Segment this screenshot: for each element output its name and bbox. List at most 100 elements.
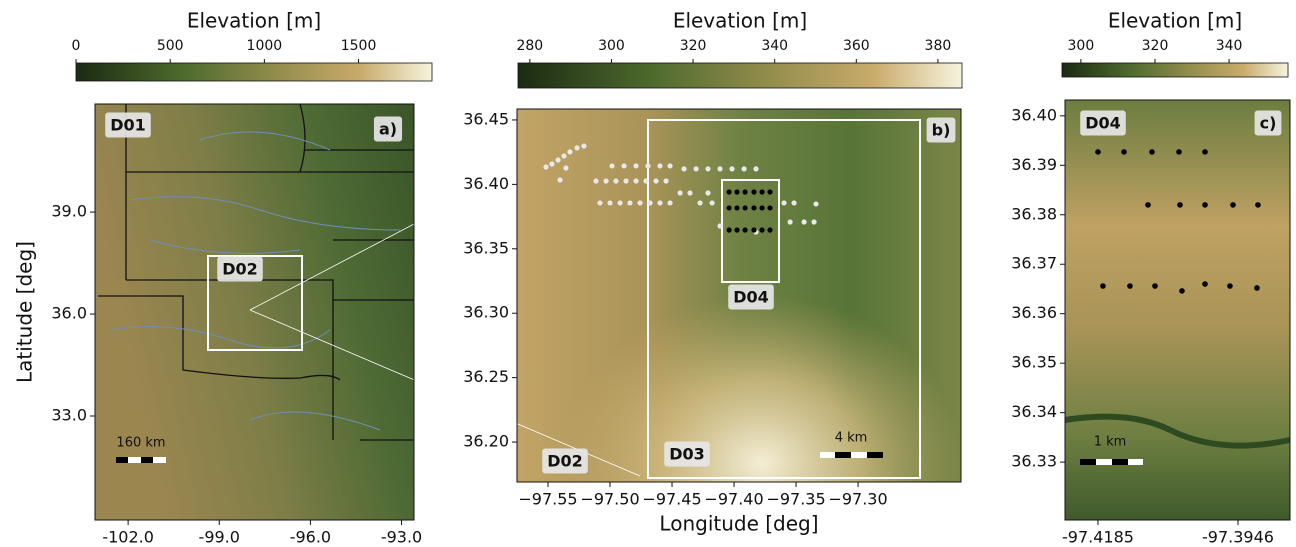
site-point — [633, 178, 638, 183]
x-tick-label: −97.55 — [518, 490, 577, 509]
site-point — [729, 166, 734, 171]
site-point — [549, 161, 554, 166]
site-point — [1176, 149, 1182, 155]
colorbar-tick-label: 300 — [1068, 38, 1095, 54]
site-point — [1227, 283, 1233, 289]
map-label: D02 — [222, 260, 258, 279]
site-point — [687, 190, 692, 195]
site-point — [697, 200, 702, 205]
site-point — [653, 178, 658, 183]
site-point — [705, 166, 710, 171]
terrain-c — [1065, 100, 1290, 520]
x-tick-label: −97.40 — [704, 490, 763, 509]
colorbar-title: Elevation [m] — [187, 9, 321, 33]
site-point — [1202, 281, 1208, 287]
x-tick-label: −97.30 — [828, 490, 887, 509]
site-point — [726, 189, 731, 194]
site-point — [677, 190, 682, 195]
site-point — [717, 166, 722, 171]
map-label: D04 — [1085, 114, 1121, 133]
site-point — [705, 190, 710, 195]
site-point — [767, 227, 772, 232]
x-tick-label: -93.0 — [381, 528, 422, 547]
site-point — [781, 200, 786, 205]
site-point — [574, 145, 579, 150]
colorbar-tick-label: 380 — [925, 38, 952, 54]
site-point — [1202, 149, 1208, 155]
y-axis-label: Latitude [deg] — [13, 241, 37, 383]
colorbar-tick-label: 320 — [680, 38, 707, 54]
site-point — [759, 189, 764, 194]
site-point — [802, 219, 807, 224]
site-point — [627, 200, 632, 205]
site-point — [567, 149, 572, 154]
map-label: D02 — [547, 452, 583, 471]
site-point — [1254, 285, 1260, 291]
x-tick-label: −97.45 — [642, 490, 701, 509]
site-point — [593, 178, 598, 183]
site-point — [657, 200, 662, 205]
map-label: b) — [932, 121, 951, 140]
site-point — [623, 178, 628, 183]
site-point — [709, 200, 714, 205]
colorbar-tick-label: 320 — [1142, 38, 1169, 54]
site-point — [742, 205, 747, 210]
colorbar — [518, 63, 962, 88]
y-tick-label: 36.38 — [1011, 204, 1057, 223]
site-point — [643, 178, 648, 183]
site-point — [543, 164, 548, 169]
colorbar-tick-label: 1000 — [247, 38, 283, 54]
site-point — [667, 163, 672, 168]
site-point — [645, 163, 650, 168]
map-label: D04 — [733, 288, 769, 307]
colorbar-tick-label: 340 — [1216, 38, 1243, 54]
colorbar — [76, 63, 432, 81]
y-tick-label: 36.35 — [463, 238, 509, 257]
site-point — [561, 153, 566, 158]
y-tick-label: 36.25 — [463, 367, 509, 386]
site-point — [1095, 149, 1101, 155]
y-tick-label: 36.20 — [463, 432, 509, 451]
y-tick-label: 36.37 — [1011, 254, 1057, 273]
y-tick-label: 36.35 — [1011, 353, 1057, 372]
y-tick-label: 36.0 — [51, 304, 87, 323]
site-point — [1177, 202, 1183, 208]
map-label: D01 — [110, 116, 146, 135]
site-point — [734, 205, 739, 210]
site-point — [1255, 202, 1261, 208]
colorbar-tick-label: 0 — [72, 38, 81, 54]
scale-label: 160 km — [116, 436, 165, 451]
site-point — [759, 227, 764, 232]
colorbar-tick-label: 500 — [157, 38, 184, 54]
x-tick-label: −97.35 — [766, 490, 825, 509]
scale-label: 1 km — [1094, 435, 1127, 450]
figure: Elevation [m]050010001500-102.0-99.0-96.… — [0, 0, 1296, 547]
site-point — [1145, 202, 1151, 208]
site-point — [563, 165, 568, 170]
site-point — [663, 178, 668, 183]
map-label: a) — [379, 120, 397, 139]
site-point — [811, 219, 816, 224]
site-point — [613, 178, 618, 183]
colorbar-title: Elevation [m] — [673, 9, 807, 33]
site-point — [621, 163, 626, 168]
site-point — [657, 163, 662, 168]
y-tick-label: 36.33 — [1011, 452, 1057, 471]
x-tick-label: -97.3946 — [1202, 528, 1274, 547]
site-point — [647, 200, 652, 205]
map-label: D03 — [669, 445, 705, 464]
site-point — [609, 163, 614, 168]
y-tick-label: 33.0 — [51, 406, 87, 425]
site-point — [717, 223, 722, 228]
site-point — [617, 200, 622, 205]
site-point — [1230, 202, 1236, 208]
site-point — [726, 205, 731, 210]
site-point — [751, 189, 756, 194]
site-point — [751, 205, 756, 210]
colorbar — [1062, 63, 1288, 77]
colorbar-tick-label: 300 — [598, 38, 625, 54]
site-point — [1121, 149, 1127, 155]
site-point — [1179, 288, 1185, 294]
y-tick-label: 39.0 — [51, 202, 87, 221]
site-point — [603, 178, 608, 183]
